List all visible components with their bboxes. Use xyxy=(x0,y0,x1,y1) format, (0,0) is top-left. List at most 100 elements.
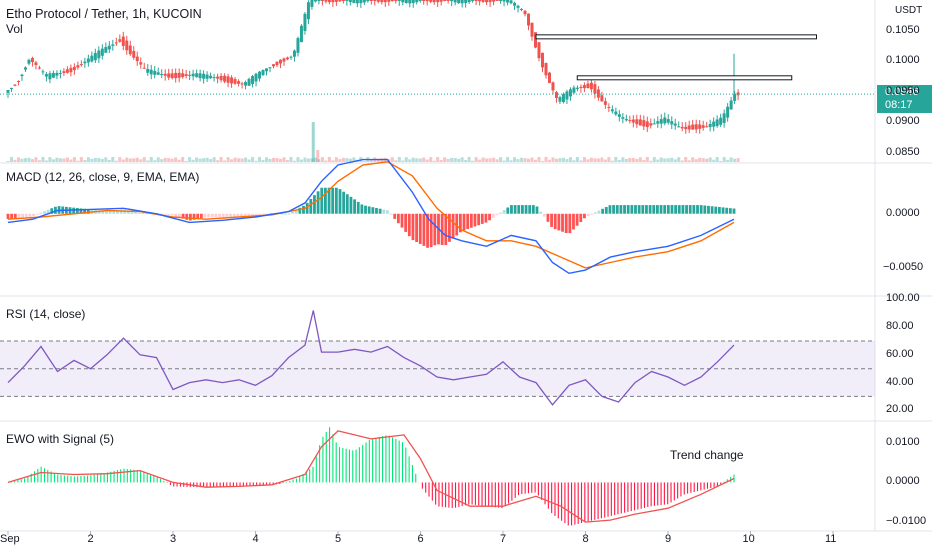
macd-histogram-bar xyxy=(710,206,714,214)
macd-histogram-bar xyxy=(400,213,404,228)
volume-bar xyxy=(408,159,412,162)
macd-histogram-bar xyxy=(714,206,718,214)
macd-histogram-bar xyxy=(440,213,444,245)
candle-body xyxy=(282,58,286,62)
candle-body xyxy=(223,75,227,82)
volume-bar xyxy=(705,158,709,162)
candle-body xyxy=(450,0,454,2)
volume-bar xyxy=(146,160,150,162)
candle-body xyxy=(341,0,345,1)
macd-histogram-bar xyxy=(225,213,229,217)
volume-bar xyxy=(726,159,730,162)
candle-body xyxy=(156,72,160,75)
volume-bar xyxy=(170,158,174,162)
candle-body xyxy=(188,74,192,76)
macd-histogram-bar xyxy=(608,205,612,214)
volume-bar xyxy=(733,158,737,162)
candle-body xyxy=(198,73,202,79)
macd-histogram-bar xyxy=(666,205,670,214)
candle-body xyxy=(195,73,199,78)
candle-body xyxy=(184,74,188,77)
candle-body xyxy=(722,113,726,123)
volume-bar xyxy=(83,160,87,162)
macd-histogram-bar xyxy=(448,213,451,242)
volume-bar xyxy=(352,157,356,162)
volume-bar xyxy=(436,157,440,162)
rsi-tick: 40.00 xyxy=(886,375,914,388)
volume-bar xyxy=(285,160,289,162)
volume-bar xyxy=(432,160,436,162)
volume-bar xyxy=(348,158,352,162)
volume-bar xyxy=(663,158,667,162)
candle-body xyxy=(247,78,251,86)
volume-bar xyxy=(401,160,405,162)
macd-histogram-bar xyxy=(50,208,54,214)
macd-histogram-bar xyxy=(557,213,561,231)
candle-body xyxy=(230,77,234,84)
candle-body xyxy=(76,65,80,68)
volume-bar xyxy=(481,157,485,162)
macd-histogram-bar xyxy=(181,213,185,219)
candle-body xyxy=(537,42,541,59)
macd-tick: 0.0000 xyxy=(886,206,920,219)
x-tick-label: 10 xyxy=(742,533,755,545)
macd-histogram-bar xyxy=(539,211,543,214)
volume-bar xyxy=(516,159,520,162)
macd-histogram-bar xyxy=(302,205,305,214)
macd-histogram-bar xyxy=(28,213,32,217)
rsi-tick: 80.00 xyxy=(886,320,914,333)
candle-body xyxy=(149,69,153,75)
rsi-line xyxy=(7,310,735,406)
candle-body xyxy=(499,0,503,1)
volume-bar xyxy=(390,157,394,162)
macd-histogram-bar xyxy=(670,205,674,214)
candle-body xyxy=(638,119,642,126)
volume-bar xyxy=(265,157,269,162)
volume-bar xyxy=(278,158,282,162)
candle-body xyxy=(313,0,317,2)
volume-bar xyxy=(450,157,454,162)
volume-bar xyxy=(216,160,220,162)
candle-body xyxy=(513,2,517,6)
macd-histogram-bar xyxy=(185,213,189,220)
volume-bar xyxy=(492,157,496,162)
volume-bar xyxy=(160,159,164,162)
candle-body xyxy=(670,121,674,125)
volume-bar xyxy=(544,157,548,162)
candle-body xyxy=(488,0,492,3)
macd-histogram-bar xyxy=(601,208,605,214)
candle-body xyxy=(708,123,712,128)
candle-body xyxy=(691,124,695,130)
volume-bar xyxy=(135,157,139,162)
candle-body xyxy=(561,94,565,103)
volume-bar xyxy=(65,157,69,162)
volume-bar xyxy=(537,157,541,162)
macd-histogram-bar xyxy=(681,205,685,214)
candle-body xyxy=(275,61,279,66)
macd-histogram-bar xyxy=(674,205,678,214)
ewo-signal-line xyxy=(7,430,735,523)
candle-body xyxy=(547,72,551,83)
candle-body xyxy=(205,74,209,79)
candle-body xyxy=(649,123,653,126)
candle-body xyxy=(432,0,436,3)
candle-body xyxy=(607,106,611,108)
candle-body xyxy=(355,0,359,4)
macd-histogram-bar xyxy=(590,213,594,215)
volume-bar xyxy=(715,157,719,162)
volume-bar xyxy=(579,160,583,162)
candle-body xyxy=(111,44,115,46)
macd-histogram-bar xyxy=(458,213,462,233)
candle-body xyxy=(216,76,220,79)
volume-bar xyxy=(334,157,338,162)
candle-body xyxy=(404,0,408,4)
volume-bar xyxy=(55,157,59,162)
price-rectangle-0 xyxy=(535,34,817,40)
macd-histogram-bar xyxy=(119,209,123,214)
volume-bar xyxy=(471,160,475,162)
volume-bar xyxy=(376,158,380,162)
candle-body xyxy=(107,45,111,50)
macd-histogram-bar xyxy=(221,213,225,218)
macd-histogram-bar xyxy=(510,205,513,214)
